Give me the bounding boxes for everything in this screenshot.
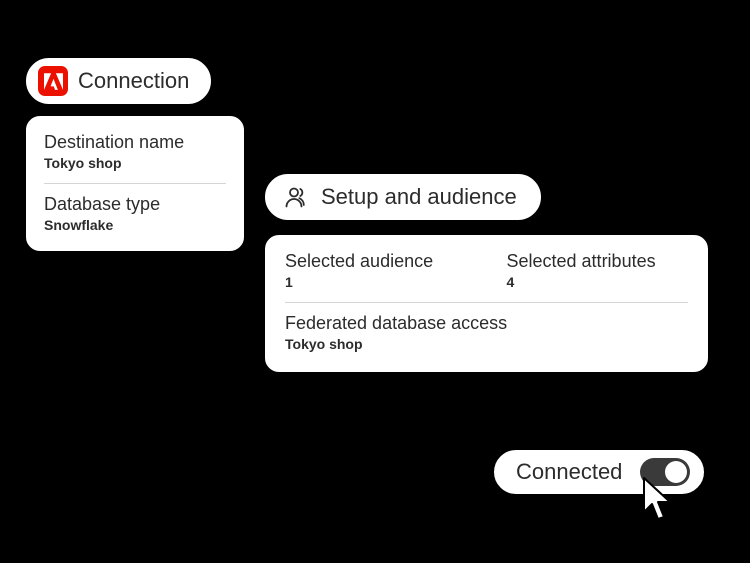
federated-access-value: Tokyo shop (285, 336, 688, 352)
connection-details-card: Destination name Tokyo shop Database typ… (24, 114, 246, 253)
selected-audience-value: 1 (285, 274, 467, 290)
connection-pill-label: Connection (78, 68, 189, 94)
destination-name-value: Tokyo shop (44, 155, 226, 171)
setup-pill-label: Setup and audience (321, 184, 517, 210)
toggle-knob (665, 461, 687, 483)
divider (285, 302, 688, 303)
connection-pill: Connection (24, 56, 213, 106)
divider (44, 183, 226, 184)
connected-label: Connected (516, 459, 622, 485)
selected-attributes-value: 4 (507, 274, 689, 290)
connected-toggle[interactable] (640, 458, 690, 486)
database-type-value: Snowflake (44, 217, 226, 233)
selected-audience-label: Selected audience (285, 251, 467, 272)
destination-name-label: Destination name (44, 132, 226, 153)
adobe-logo-icon (38, 66, 68, 96)
setup-audience-pill: Setup and audience (263, 172, 543, 222)
audience-icon (283, 186, 309, 208)
selected-attributes-label: Selected attributes (507, 251, 689, 272)
federated-access-label: Federated database access (285, 313, 688, 334)
connected-status-pill: Connected (492, 448, 706, 496)
setup-details-card: Selected audience 1 Selected attributes … (263, 233, 710, 374)
database-type-label: Database type (44, 194, 226, 215)
